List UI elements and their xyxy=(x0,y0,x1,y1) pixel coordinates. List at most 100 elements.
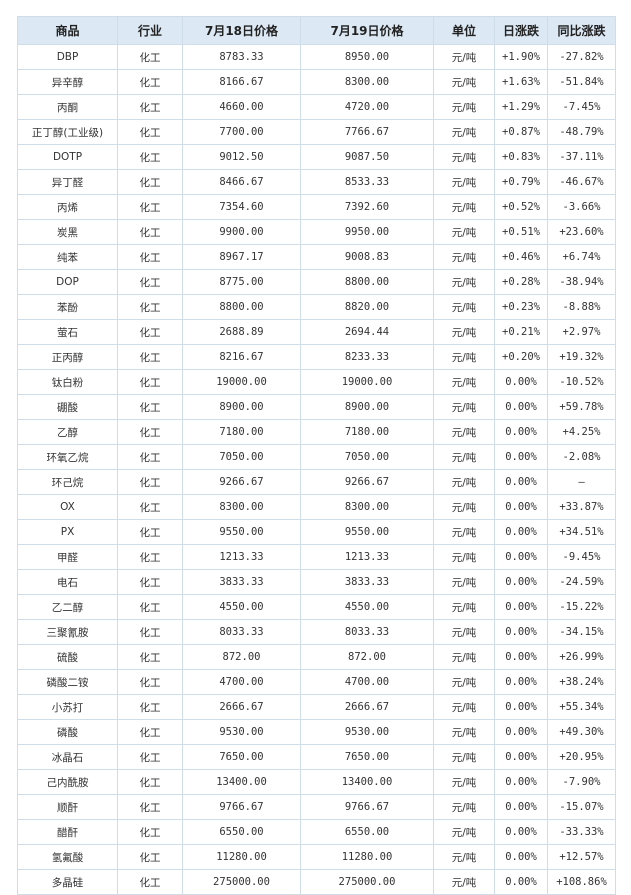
price-jul19-cell: 4720.00 xyxy=(300,94,434,120)
industry-cell: 化工 xyxy=(117,694,183,720)
price-jul18-cell: 8466.67 xyxy=(182,169,301,195)
price-jul18-cell: 8033.33 xyxy=(182,619,301,645)
price-jul19-cell: 8820.00 xyxy=(300,294,434,320)
unit-cell: 元/吨 xyxy=(433,369,495,395)
commodity-name[interactable]: 醋酐 xyxy=(17,819,118,845)
commodity-name[interactable]: DOTP xyxy=(17,144,118,170)
price-jul19-cell: 3833.33 xyxy=(300,569,434,595)
table-row: 硫酸 化工 872.00 872.00 元/吨 0.00% +26.99% xyxy=(17,644,616,670)
daily-change-cell: +0.52% xyxy=(494,194,548,220)
unit-cell: 元/吨 xyxy=(433,219,495,245)
commodity-name[interactable]: 异辛醇 xyxy=(17,69,118,95)
commodity-name[interactable]: 苯酚 xyxy=(17,294,118,320)
unit-cell: 元/吨 xyxy=(433,669,495,695)
unit-cell: 元/吨 xyxy=(433,194,495,220)
commodity-name[interactable]: OX xyxy=(17,494,118,520)
yoy-change-cell: -2.08% xyxy=(547,444,616,470)
commodity-name[interactable]: 小苏打 xyxy=(17,694,118,720)
commodity-name[interactable]: 硫酸 xyxy=(17,644,118,670)
price-jul19-cell: 4550.00 xyxy=(300,594,434,620)
price-jul18-cell: 2688.89 xyxy=(182,319,301,345)
price-jul19-cell: 6550.00 xyxy=(300,819,434,845)
commodity-name[interactable]: 硼酸 xyxy=(17,394,118,420)
price-jul18-cell: 8783.33 xyxy=(182,44,301,70)
industry-cell: 化工 xyxy=(117,144,183,170)
table-row: DBP 化工 8783.33 8950.00 元/吨 +1.90% -27.82% xyxy=(17,44,616,70)
daily-change-cell: +0.79% xyxy=(494,169,548,195)
yoy-change-cell: +59.78% xyxy=(547,394,616,420)
daily-change-cell: 0.00% xyxy=(494,444,548,470)
table-row: 炭黑 化工 9900.00 9950.00 元/吨 +0.51% +23.60% xyxy=(17,219,616,245)
industry-cell: 化工 xyxy=(117,519,183,545)
daily-change-cell: +0.83% xyxy=(494,144,548,170)
table-row: 乙二醇 化工 4550.00 4550.00 元/吨 0.00% -15.22% xyxy=(17,594,616,620)
unit-cell: 元/吨 xyxy=(433,394,495,420)
commodity-name[interactable]: 环己烷 xyxy=(17,469,118,495)
unit-cell: 元/吨 xyxy=(433,744,495,770)
industry-cell: 化工 xyxy=(117,619,183,645)
table-row: 顺酐 化工 9766.67 9766.67 元/吨 0.00% -15.07% xyxy=(17,794,616,820)
commodity-name[interactable]: 电石 xyxy=(17,569,118,595)
unit-cell: 元/吨 xyxy=(433,769,495,795)
daily-change-cell: 0.00% xyxy=(494,594,548,620)
yoy-change-cell: — xyxy=(547,469,616,495)
yoy-change-cell: +38.24% xyxy=(547,669,616,695)
industry-cell: 化工 xyxy=(117,69,183,95)
yoy-change-cell: -34.15% xyxy=(547,619,616,645)
commodity-name[interactable]: 正丁醇(工业级) xyxy=(17,119,118,145)
price-jul18-cell: 7354.60 xyxy=(182,194,301,220)
price-jul18-cell: 9012.50 xyxy=(182,144,301,170)
commodity-name[interactable]: 环氧乙烷 xyxy=(17,444,118,470)
industry-cell: 化工 xyxy=(117,219,183,245)
table-row: 苯酚 化工 8800.00 8820.00 元/吨 +0.23% -8.88% xyxy=(17,294,616,320)
commodity-name[interactable]: PX xyxy=(17,519,118,545)
commodity-name[interactable]: 磷酸 xyxy=(17,719,118,745)
price-jul18-cell: 6550.00 xyxy=(182,819,301,845)
commodity-name[interactable]: 磷酸二铵 xyxy=(17,669,118,695)
commodity-name[interactable]: 三聚氰胺 xyxy=(17,619,118,645)
industry-cell: 化工 xyxy=(117,44,183,70)
commodity-name[interactable]: 己内酰胺 xyxy=(17,769,118,795)
yoy-change-cell: -7.45% xyxy=(547,94,616,120)
commodity-name[interactable]: 多晶硅 xyxy=(17,869,118,895)
price-jul18-cell: 7180.00 xyxy=(182,419,301,445)
commodity-name[interactable]: DOP xyxy=(17,269,118,295)
daily-change-cell: 0.00% xyxy=(494,769,548,795)
price-jul19-cell: 7180.00 xyxy=(300,419,434,445)
table-row: 小苏打 化工 2666.67 2666.67 元/吨 0.00% +55.34% xyxy=(17,694,616,720)
yoy-change-cell: +55.34% xyxy=(547,694,616,720)
unit-cell: 元/吨 xyxy=(433,694,495,720)
commodity-name[interactable]: 丙烯 xyxy=(17,194,118,220)
price-jul19-cell: 11280.00 xyxy=(300,844,434,870)
commodity-name[interactable]: 异丁醛 xyxy=(17,169,118,195)
commodity-name[interactable]: 萤石 xyxy=(17,319,118,345)
unit-cell: 元/吨 xyxy=(433,644,495,670)
commodity-name[interactable]: 乙二醇 xyxy=(17,594,118,620)
industry-cell: 化工 xyxy=(117,244,183,270)
commodity-name[interactable]: 甲醛 xyxy=(17,544,118,570)
table-row: 环氧乙烷 化工 7050.00 7050.00 元/吨 0.00% -2.08% xyxy=(17,444,616,470)
commodity-name[interactable]: 正丙醇 xyxy=(17,344,118,370)
commodity-name[interactable]: DBP xyxy=(17,44,118,70)
commodity-name[interactable]: 顺酐 xyxy=(17,794,118,820)
price-jul18-cell: 19000.00 xyxy=(182,369,301,395)
industry-cell: 化工 xyxy=(117,294,183,320)
commodity-name[interactable]: 氢氟酸 xyxy=(17,844,118,870)
industry-cell: 化工 xyxy=(117,369,183,395)
unit-cell: 元/吨 xyxy=(433,794,495,820)
table-row: 环己烷 化工 9266.67 9266.67 元/吨 0.00% — xyxy=(17,469,616,495)
commodity-name[interactable]: 丙酮 xyxy=(17,94,118,120)
commodity-name[interactable]: 炭黑 xyxy=(17,219,118,245)
price-jul19-cell: 4700.00 xyxy=(300,669,434,695)
price-jul18-cell: 872.00 xyxy=(182,644,301,670)
commodity-name[interactable]: 乙醇 xyxy=(17,419,118,445)
daily-change-cell: 0.00% xyxy=(494,394,548,420)
price-table: 商品 行业 7月18日价格 7月19日价格 单位 日涨跌 同比涨跌 DBP 化工 8… xyxy=(17,16,616,895)
daily-change-cell: 0.00% xyxy=(494,844,548,870)
commodity-name[interactable]: 纯苯 xyxy=(17,244,118,270)
unit-cell: 元/吨 xyxy=(433,44,495,70)
commodity-name[interactable]: 冰晶石 xyxy=(17,744,118,770)
price-jul19-cell: 8950.00 xyxy=(300,44,434,70)
unit-cell: 元/吨 xyxy=(433,344,495,370)
commodity-name[interactable]: 钛白粉 xyxy=(17,369,118,395)
